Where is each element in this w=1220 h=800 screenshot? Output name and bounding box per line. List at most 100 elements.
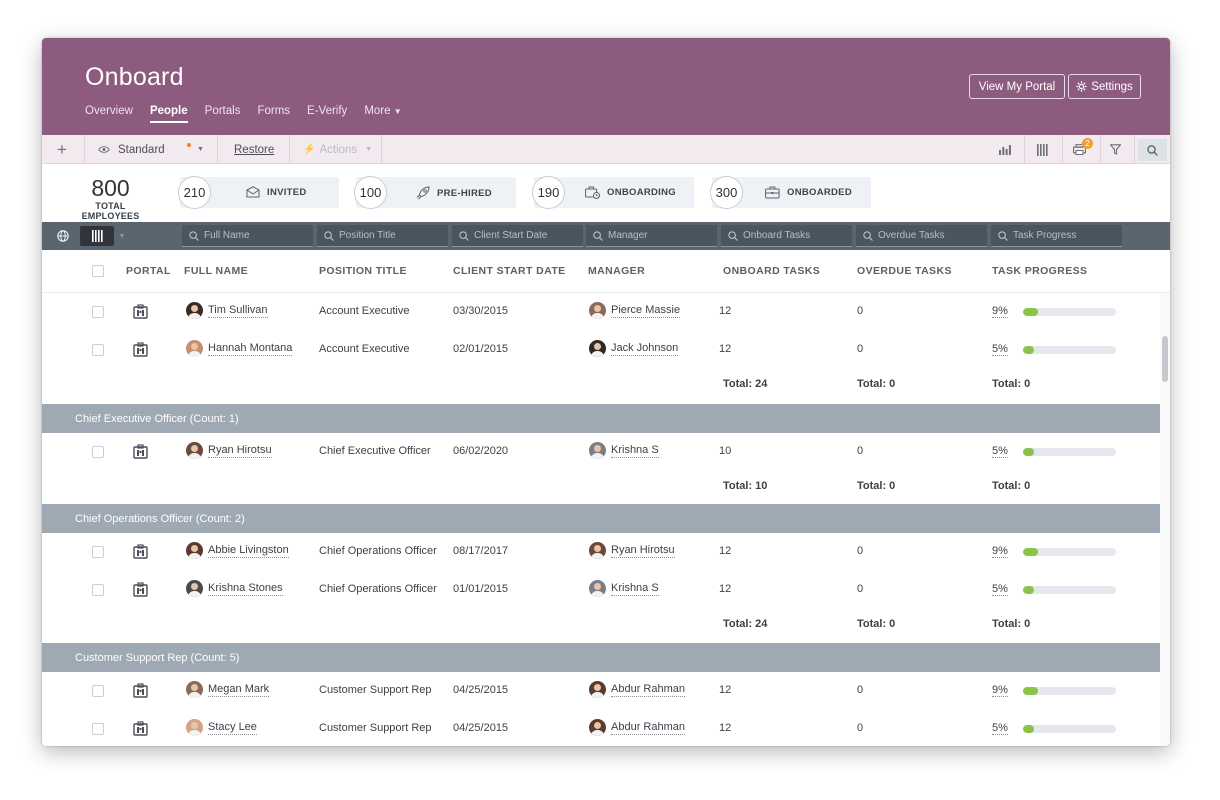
avatar <box>186 302 203 319</box>
select-all-checkbox[interactable] <box>92 265 104 277</box>
run-icon: ⚡ <box>303 144 316 155</box>
row-checkbox[interactable] <box>92 723 104 735</box>
toolbar: + Standard ▼ Restore ⚡ Actions ▼ 2 <box>42 135 1170 164</box>
table-row[interactable]: Krishna Stones Chief Operations Officer 01… <box>42 571 1160 609</box>
filter-position-title-input[interactable] <box>339 230 439 241</box>
barcode-icon[interactable] <box>80 226 114 246</box>
row-checkbox[interactable] <box>92 446 104 458</box>
view-my-portal-button[interactable]: View My Portal <box>969 74 1065 99</box>
table-row[interactable]: Hannah Montana Account Executive 02/01/201… <box>42 331 1160 369</box>
task-progress-fill <box>1023 687 1039 695</box>
stat-card-pre-hired[interactable]: 100 PRE-HIRED <box>354 176 516 209</box>
manager-link[interactable]: Abdur Rahman <box>589 719 685 736</box>
table-row[interactable]: Megan Mark Customer Support Rep 04/25/2015… <box>42 672 1160 710</box>
row-checkbox[interactable] <box>92 546 104 558</box>
portal-badge-icon <box>133 342 148 357</box>
manager-link[interactable]: Krishna S <box>589 442 659 459</box>
nav-overview[interactable]: Overview <box>85 105 133 117</box>
total-overdue-tasks: Total: 0 <box>857 618 896 630</box>
chart-icon[interactable] <box>999 135 1011 164</box>
filter-task-progress[interactable] <box>991 225 1122 247</box>
caret-down-icon[interactable]: ▼ <box>118 232 126 240</box>
avatar <box>589 302 606 319</box>
group-header[interactable]: Chief Executive Officer (Count: 1) <box>42 404 1160 433</box>
col-client-start-date[interactable]: CLIENT START DATE <box>453 265 566 277</box>
table-row[interactable]: Ryan Hirotsu Chief Executive Officer 06/02… <box>42 433 1160 471</box>
manager-link[interactable]: Jack Johnson <box>589 340 679 357</box>
employee-link[interactable]: Hannah Montana <box>186 340 293 357</box>
employee-link[interactable]: Ryan Hirotsu <box>186 442 272 459</box>
nav-everify[interactable]: E-Verify <box>307 105 348 117</box>
row-checkbox[interactable] <box>92 306 104 318</box>
col-overdue-tasks[interactable]: OVERDUE TASKS <box>857 265 952 277</box>
col-full-name[interactable]: FULL NAME <box>184 265 249 277</box>
col-task-progress[interactable]: TASK PROGRESS <box>992 265 1088 277</box>
employee-name: Megan Mark <box>208 682 270 697</box>
filter-overdue-tasks-input[interactable] <box>878 230 978 241</box>
stat-card-onboarding[interactable]: 190 ONBOARDING <box>532 176 694 209</box>
row-checkbox[interactable] <box>92 685 104 697</box>
scrollbar-thumb[interactable] <box>1162 336 1168 382</box>
filter-full-name-input[interactable] <box>204 230 304 241</box>
filter-client-start-date[interactable] <box>452 225 583 247</box>
task-progress-fill <box>1023 586 1035 594</box>
stat-card-onboarded[interactable]: 300 ONBOARDED <box>710 176 871 209</box>
manager-link[interactable]: Ryan Hirotsu <box>589 542 675 559</box>
row-checkbox[interactable] <box>92 584 104 596</box>
stat-card-invited[interactable]: 210 INVITED <box>178 176 339 209</box>
table-header: PORTAL FULL NAME POSITION TITLE CLIENT S… <box>42 250 1170 293</box>
settings-button[interactable]: Settings <box>1068 74 1141 99</box>
search-toggle-button[interactable] <box>1138 139 1167 161</box>
employee-link[interactable]: Krishna Stones <box>186 580 283 597</box>
filter-icon[interactable] <box>1110 135 1121 164</box>
scrollbar-track[interactable] <box>1160 293 1170 746</box>
nav-people[interactable]: People <box>149 105 188 123</box>
nav-more[interactable]: More ▼ <box>364 105 401 123</box>
employee-link[interactable]: Abbie Livingston <box>186 542 289 559</box>
task-progress-percent: 5% <box>992 722 1008 735</box>
position-title-cell: Chief Operations Officer <box>319 545 437 557</box>
manager-link[interactable]: Abdur Rahman <box>589 681 685 698</box>
employee-link[interactable]: Megan Mark <box>186 681 270 698</box>
filter-manager[interactable] <box>586 225 717 247</box>
filter-position-title[interactable] <box>317 225 448 247</box>
col-manager[interactable]: MANAGER <box>588 265 646 277</box>
manager-link[interactable]: Krishna S <box>589 580 659 597</box>
filter-task-progress-input[interactable] <box>1013 230 1113 241</box>
overdue-tasks-cell: 0 <box>857 545 864 557</box>
eye-icon <box>98 146 110 153</box>
actions-dropdown[interactable]: ⚡ Actions ▼ <box>303 135 372 164</box>
total-overdue-tasks: Total: 0 <box>857 480 896 492</box>
filter-onboard-tasks[interactable] <box>721 225 852 247</box>
nav-portals[interactable]: Portals <box>204 105 241 117</box>
add-icon[interactable]: + <box>57 139 67 159</box>
view-options-dropdown[interactable]: ▼ <box>187 135 204 164</box>
col-position-title[interactable]: POSITION TITLE <box>319 265 407 277</box>
employee-link[interactable]: Tim Sullivan <box>186 302 268 319</box>
employee-link[interactable]: Stacy Lee <box>186 719 257 736</box>
avatar <box>186 542 203 559</box>
table-row[interactable]: Tim Sullivan Account Executive 03/30/2015 P… <box>42 293 1160 331</box>
group-total-row: Total: 10 Total: 0 Total: 0 <box>42 471 1160 504</box>
col-portal[interactable]: PORTAL <box>126 265 171 277</box>
filter-onboard-tasks-input[interactable] <box>743 230 843 241</box>
table-row[interactable]: Stacy Lee Customer Support Rep 04/25/2015 A… <box>42 710 1160 746</box>
filter-manager-input[interactable] <box>608 230 708 241</box>
table-row[interactable]: Abbie Livingston Chief Operations Officer… <box>42 533 1160 571</box>
nav-forms[interactable]: Forms <box>257 105 291 117</box>
columns-icon[interactable] <box>1037 135 1048 164</box>
onboard-tasks-cell: 12 <box>719 545 732 557</box>
row-checkbox[interactable] <box>92 344 104 356</box>
globe-icon[interactable] <box>49 226 77 246</box>
start-date-cell: 06/02/2020 <box>453 445 509 457</box>
view-selector[interactable]: Standard <box>98 135 165 164</box>
group-header[interactable]: Chief Operations Officer (Count: 2) <box>42 504 1160 533</box>
filter-client-start-date-input[interactable] <box>474 230 574 241</box>
notifications-button[interactable]: 2 <box>1073 135 1093 164</box>
restore-button[interactable]: Restore <box>234 143 275 156</box>
group-header[interactable]: Customer Support Rep (Count: 5) <box>42 643 1160 672</box>
manager-link[interactable]: Pierce Massie <box>589 302 681 319</box>
filter-overdue-tasks[interactable] <box>856 225 987 247</box>
filter-full-name[interactable] <box>182 225 313 247</box>
col-onboard-tasks[interactable]: ONBOARD TASKS <box>723 265 821 277</box>
